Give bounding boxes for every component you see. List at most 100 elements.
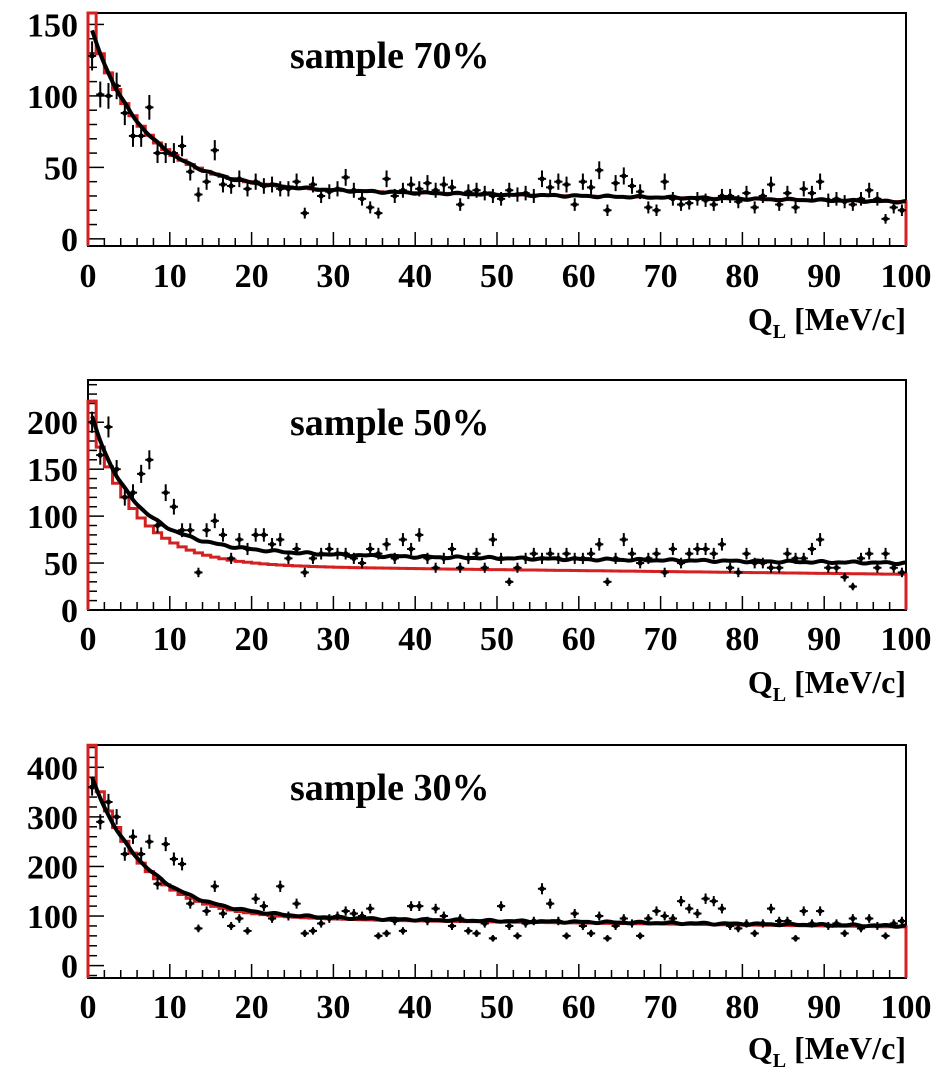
data-point (300, 207, 309, 219)
data-point (267, 538, 277, 551)
data-marker (383, 541, 390, 547)
x-tick-label: 80 (725, 621, 759, 658)
data-point (701, 893, 710, 904)
x-tick-label: 70 (644, 258, 678, 295)
data-point (194, 187, 203, 202)
data-point (243, 927, 252, 935)
data-point (292, 542, 301, 556)
data-marker (318, 920, 324, 927)
data-marker (465, 189, 471, 195)
data-marker (212, 147, 218, 153)
data-point (96, 445, 105, 465)
data-point (570, 552, 579, 564)
data-marker (326, 189, 332, 195)
data-marker (105, 93, 112, 99)
data-marker (842, 930, 848, 936)
data-point (153, 518, 162, 533)
x-tick-label: 30 (316, 989, 350, 1026)
data-point (603, 935, 612, 942)
data-point (317, 919, 326, 928)
data-point (660, 911, 669, 921)
data-point (717, 188, 727, 204)
panel-title: sample 70% (290, 35, 490, 77)
data-point (717, 538, 727, 551)
data-marker (588, 184, 594, 190)
y-tick-label: 200 (27, 849, 78, 886)
data-marker (163, 150, 169, 156)
data-point (341, 168, 350, 186)
data-marker (514, 565, 521, 571)
data-point (284, 552, 293, 564)
data-point (112, 809, 121, 825)
data-point (464, 184, 473, 200)
data-point (202, 906, 211, 916)
data-marker (204, 179, 210, 185)
data-marker (645, 915, 651, 922)
data-marker (817, 908, 823, 914)
data-marker (236, 915, 242, 922)
black-fit-line (90, 29, 907, 205)
y-tick-label: 150 (27, 7, 78, 44)
data-point (194, 924, 203, 933)
data-point (374, 932, 383, 940)
data-marker (662, 913, 668, 919)
data-marker (89, 784, 95, 790)
data-point (848, 198, 857, 211)
panel-2: 0 10 20 30 40 50 60 70 80 90 100 0 50 100 150 200 sample… (27, 379, 932, 706)
data-marker (400, 187, 406, 193)
data-point (586, 547, 596, 560)
data-marker (433, 565, 439, 571)
x-tick-label: 40 (398, 621, 432, 658)
data-point (210, 880, 219, 892)
data-marker (269, 541, 275, 547)
x-tick-label: 40 (398, 989, 432, 1026)
data-point (104, 793, 113, 811)
data-marker (351, 555, 357, 561)
data-marker (514, 191, 521, 198)
data-marker (367, 546, 373, 552)
data-point (529, 188, 538, 204)
data-point (439, 552, 448, 564)
data-point (128, 829, 138, 844)
data-marker (334, 186, 341, 192)
data-point (325, 184, 334, 200)
y-tick-label: 0 (61, 593, 78, 630)
data-marker (334, 551, 341, 557)
data-point (447, 179, 457, 196)
x-tick-label: 100 (881, 989, 932, 1026)
data-marker (326, 915, 332, 922)
data-marker (670, 546, 676, 552)
data-marker (686, 200, 692, 206)
data-point (554, 552, 563, 564)
data-marker (105, 424, 112, 430)
data-point (685, 196, 694, 210)
data-point (382, 170, 391, 188)
data-marker (318, 193, 324, 199)
data-point (505, 182, 514, 198)
data-point (317, 188, 326, 204)
data-marker (792, 555, 799, 561)
data-marker (212, 883, 218, 889)
data-point (300, 567, 309, 578)
data-point (145, 95, 154, 120)
data-point (447, 542, 457, 556)
y-tick-label: 0 (61, 222, 78, 259)
data-marker (523, 920, 529, 927)
x-tick-label: 60 (562, 989, 596, 1026)
data-marker (408, 903, 414, 909)
data-point (137, 847, 146, 861)
data-marker (825, 923, 831, 929)
x-tick-label: 0 (80, 621, 97, 658)
data-marker (743, 920, 750, 927)
data-point (439, 911, 448, 921)
data-point (799, 552, 808, 564)
data-point (529, 547, 538, 560)
x-axis-label: QL [MeV/c] (748, 664, 906, 706)
x-tick-label: 90 (807, 258, 841, 295)
data-point (276, 880, 285, 892)
data-point (603, 204, 612, 217)
data-marker (653, 908, 660, 914)
data-point (660, 173, 669, 190)
data-marker (465, 928, 471, 934)
data-point (292, 173, 301, 190)
